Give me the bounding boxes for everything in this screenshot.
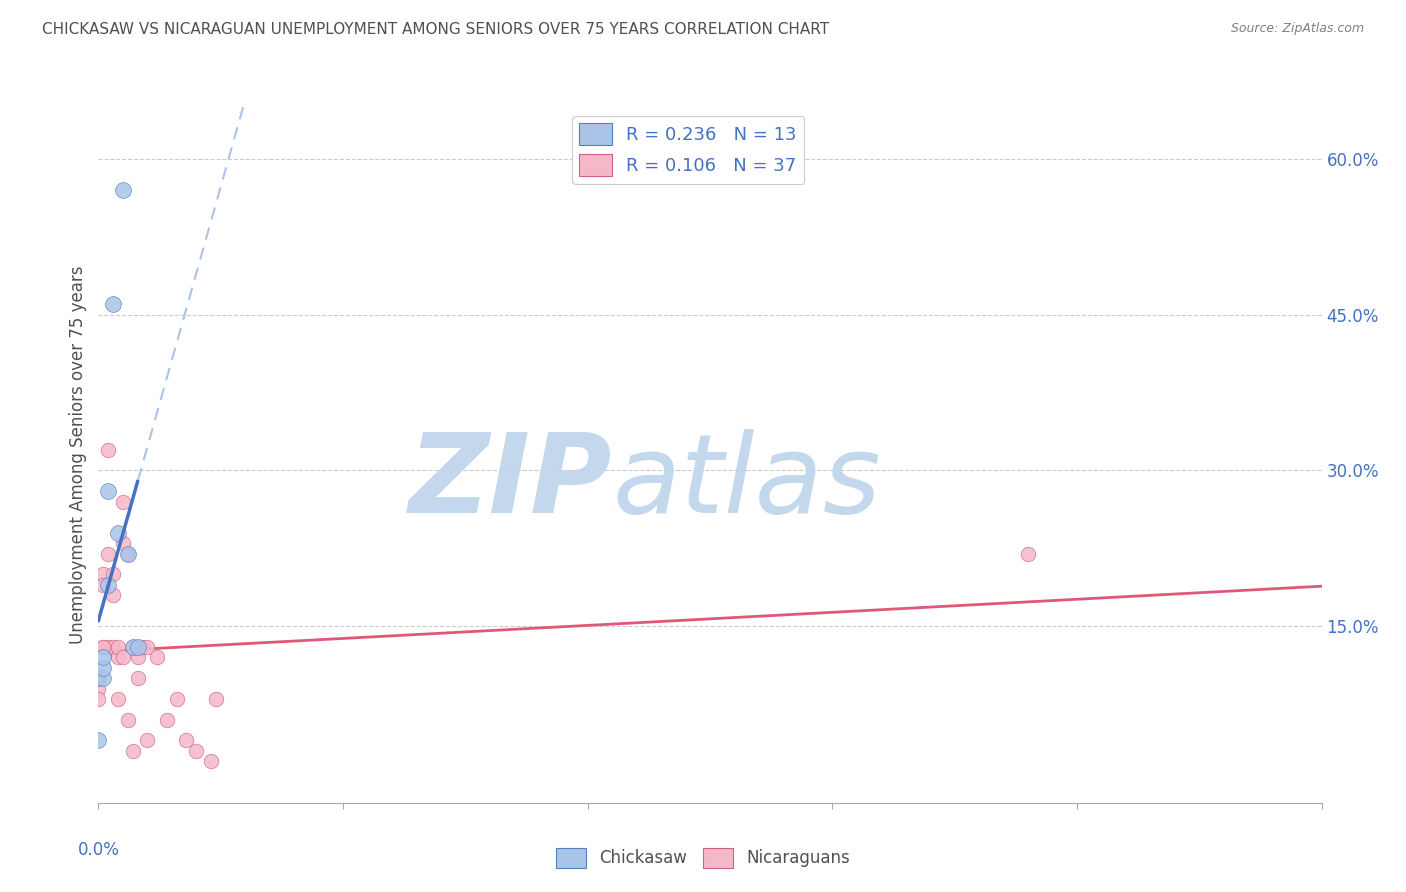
- Point: [111, 536, 134, 550]
- Point: [91, 640, 114, 654]
- Point: [121, 744, 143, 758]
- Point: [87, 681, 110, 696]
- Point: [121, 640, 143, 654]
- Legend: Chickasaw, Nicaraguans: Chickasaw, Nicaraguans: [548, 841, 858, 875]
- Point: [121, 640, 143, 654]
- Point: [97, 578, 120, 592]
- Point: [186, 744, 208, 758]
- Point: [176, 733, 198, 747]
- Point: [91, 661, 114, 675]
- Point: [87, 671, 110, 685]
- Point: [97, 484, 120, 499]
- Point: [87, 671, 110, 685]
- Point: [166, 692, 188, 706]
- Y-axis label: Unemployment Among Seniors over 75 years: Unemployment Among Seniors over 75 years: [69, 266, 87, 644]
- Point: [117, 547, 139, 561]
- Point: [101, 640, 124, 654]
- Point: [127, 650, 149, 665]
- Point: [111, 183, 134, 197]
- Point: [107, 650, 129, 665]
- Point: [91, 671, 114, 685]
- Point: [205, 692, 228, 706]
- Point: [131, 640, 153, 654]
- Point: [117, 547, 139, 561]
- Point: [111, 650, 134, 665]
- Point: [87, 733, 110, 747]
- Point: [91, 567, 114, 582]
- Point: [1017, 547, 1039, 561]
- Point: [97, 547, 120, 561]
- Point: [101, 567, 124, 582]
- Point: [111, 494, 134, 508]
- Point: [136, 733, 159, 747]
- Point: [117, 713, 139, 727]
- Point: [97, 640, 120, 654]
- Point: [101, 297, 124, 311]
- Point: [87, 692, 110, 706]
- Point: [136, 640, 159, 654]
- Legend: R = 0.236   N = 13, R = 0.106   N = 37: R = 0.236 N = 13, R = 0.106 N = 37: [572, 116, 804, 184]
- Text: atlas: atlas: [612, 429, 880, 536]
- Point: [156, 713, 179, 727]
- Text: ZIP: ZIP: [409, 429, 612, 536]
- Point: [127, 640, 149, 654]
- Point: [91, 650, 114, 665]
- Text: CHICKASAW VS NICARAGUAN UNEMPLOYMENT AMONG SENIORS OVER 75 YEARS CORRELATION CHA: CHICKASAW VS NICARAGUAN UNEMPLOYMENT AMO…: [42, 22, 830, 37]
- Point: [107, 525, 129, 540]
- Point: [91, 640, 114, 654]
- Point: [127, 671, 149, 685]
- Point: [200, 754, 222, 768]
- Text: Source: ZipAtlas.com: Source: ZipAtlas.com: [1230, 22, 1364, 36]
- Point: [146, 650, 169, 665]
- Point: [101, 588, 124, 602]
- Point: [97, 442, 120, 457]
- Point: [91, 578, 114, 592]
- Text: 0.0%: 0.0%: [77, 841, 120, 859]
- Point: [87, 671, 110, 685]
- Point: [107, 692, 129, 706]
- Point: [107, 640, 129, 654]
